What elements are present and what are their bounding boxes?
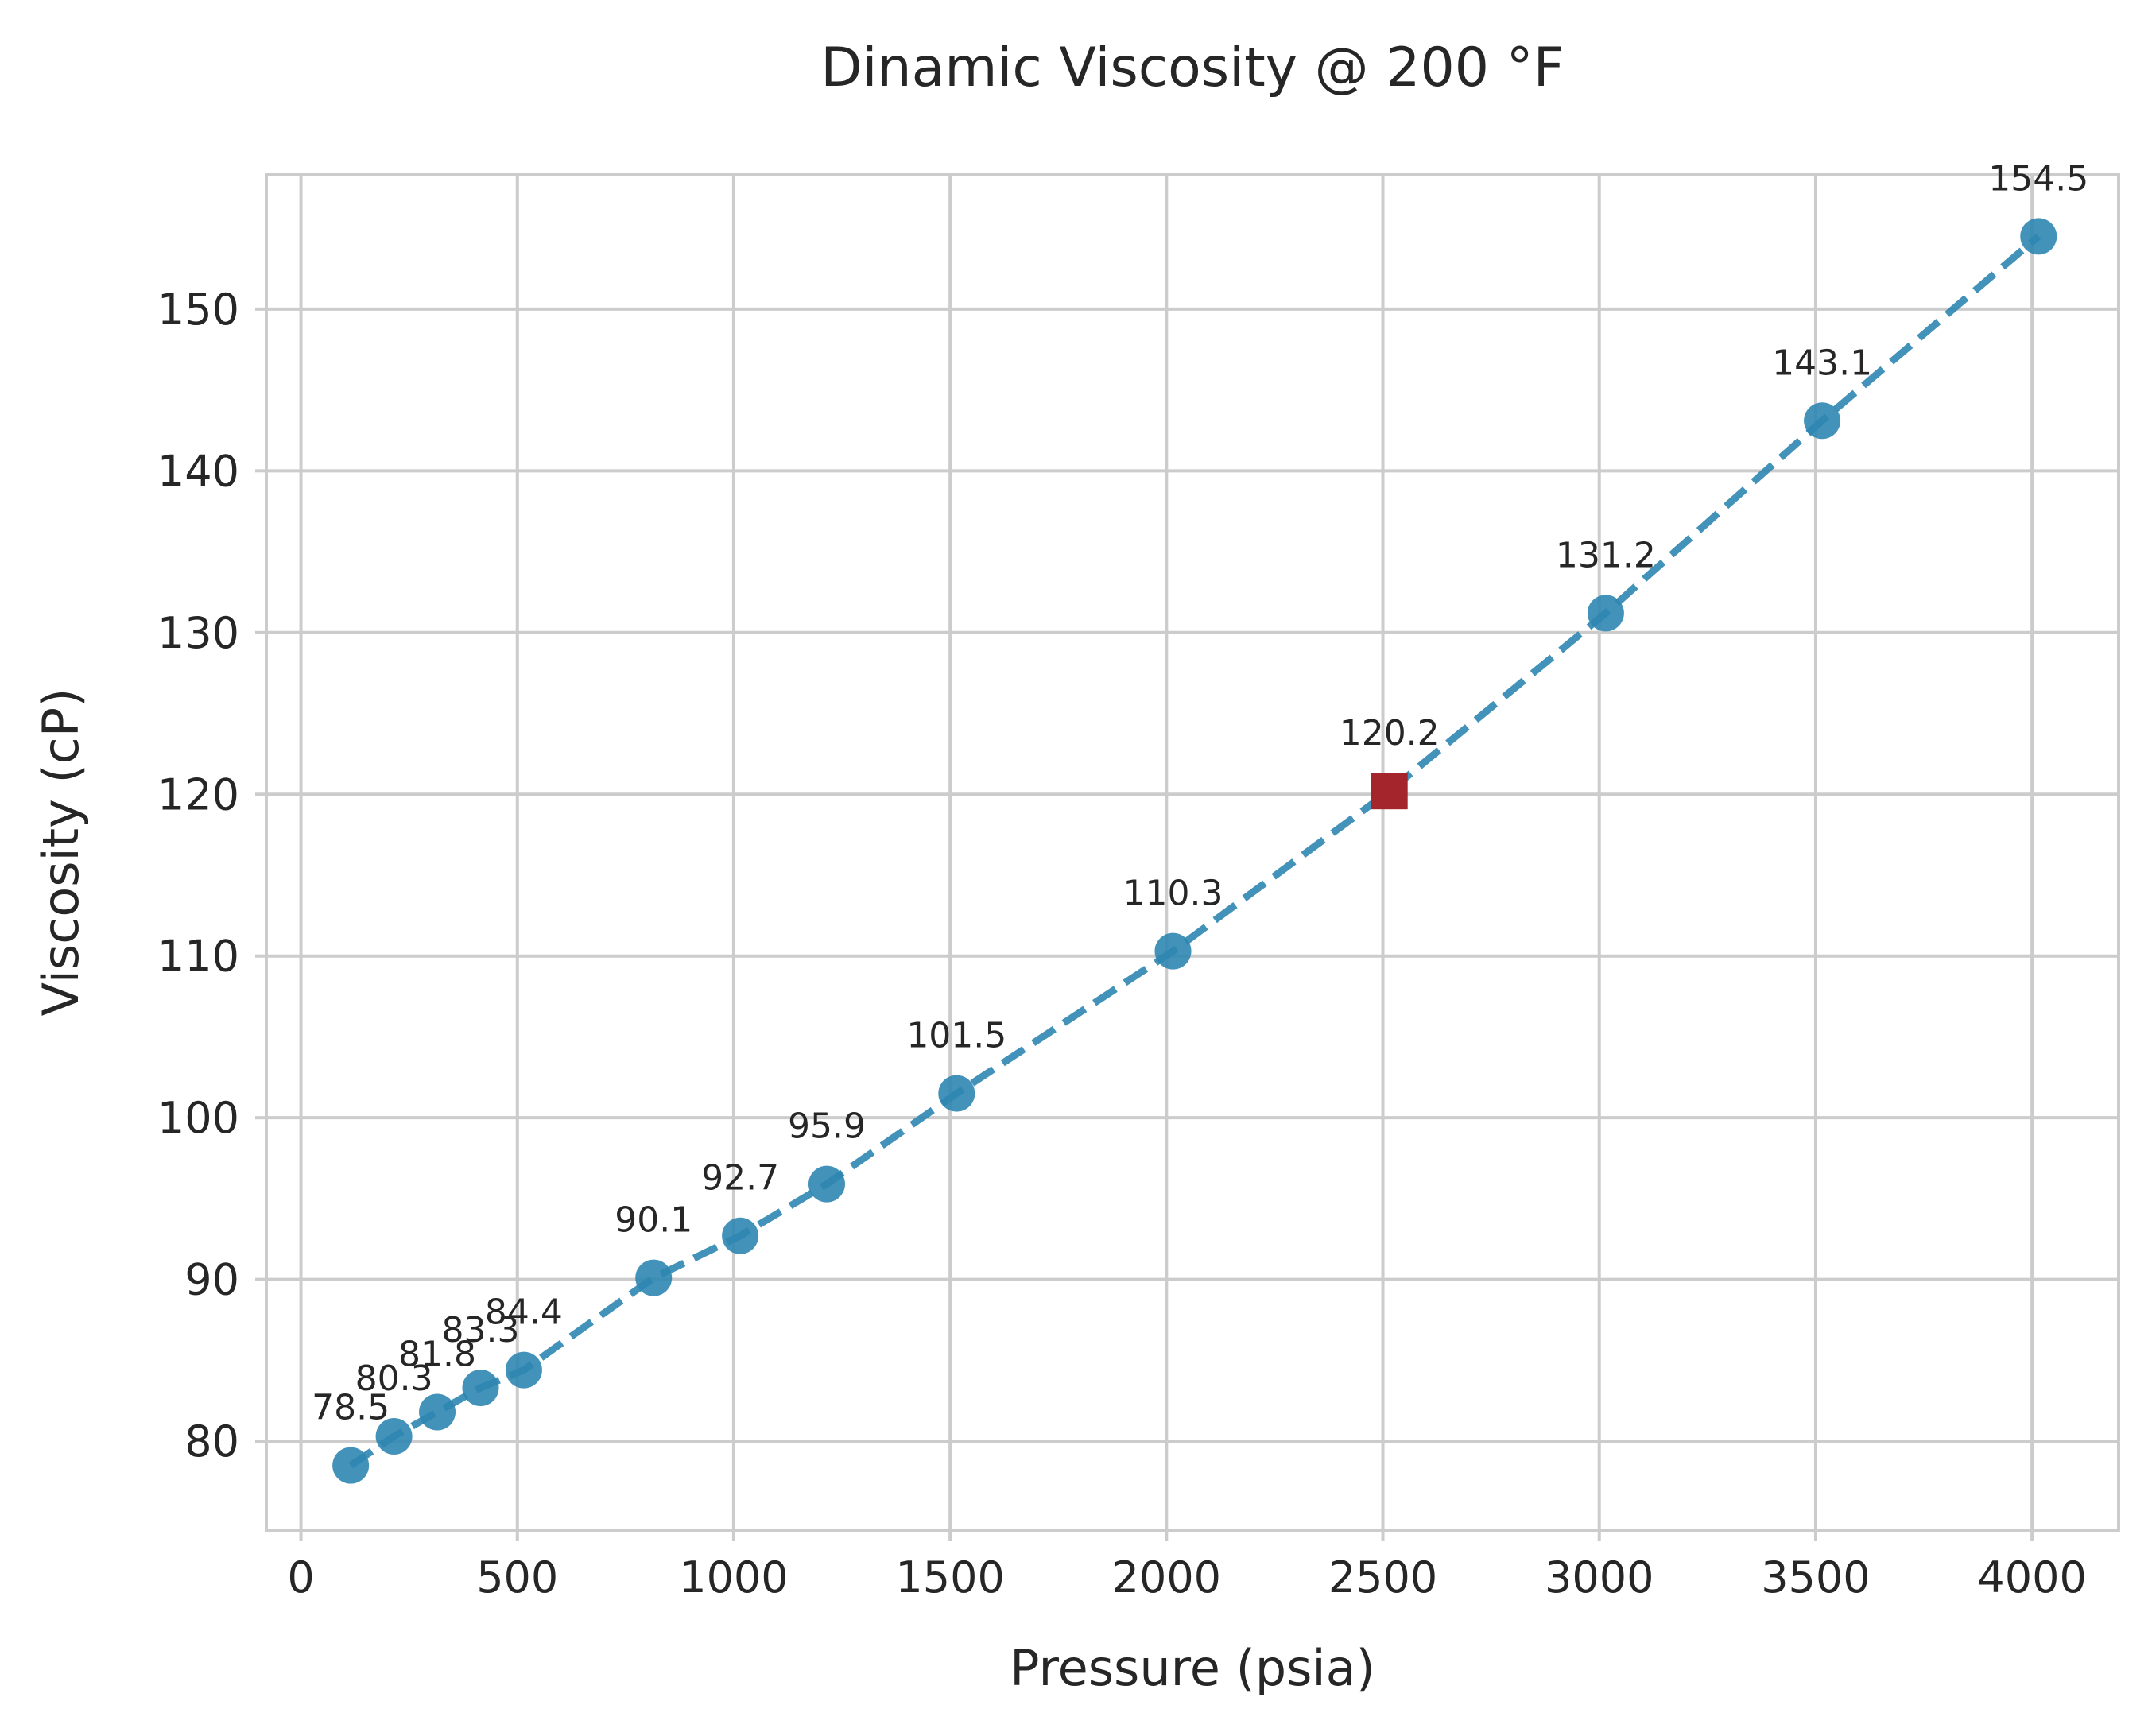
- y-tick-label: 120: [157, 769, 239, 820]
- data-point: [419, 1393, 456, 1431]
- grid: [255, 175, 2119, 1541]
- highlight-point: [1371, 773, 1408, 810]
- x-axis-label: Pressure (psia): [1010, 1639, 1375, 1697]
- x-tick-label: 500: [476, 1552, 558, 1602]
- data-point: [505, 1351, 542, 1389]
- data-point: [1804, 402, 1841, 440]
- data-label: 81.8: [398, 1334, 476, 1374]
- data-point: [375, 1417, 413, 1455]
- x-tick-label: 0: [287, 1552, 314, 1602]
- data-point: [722, 1217, 759, 1254]
- plot-frame: [265, 173, 2120, 1532]
- data-label: 92.7: [701, 1158, 779, 1199]
- y-tick-label: 100: [157, 1093, 239, 1143]
- y-axis-label: Viscosity (cP): [32, 688, 90, 1017]
- data-point: [1154, 932, 1192, 970]
- chart-title: Dinamic Viscosity @ 200 °F: [820, 37, 1564, 99]
- x-tick-label: 3000: [1545, 1552, 1654, 1602]
- data-labels: 78.580.381.883.384.4 90.192.795.9 101.5 110…: [312, 158, 2088, 1428]
- x-tick-label: 1500: [895, 1552, 1004, 1602]
- data-label: 120.2: [1340, 713, 1440, 754]
- data-label: 110.3: [1123, 874, 1223, 914]
- data-label: 84.4: [485, 1292, 563, 1333]
- x-tick-label: 4000: [1977, 1552, 2086, 1602]
- data-label: 78.5: [312, 1388, 390, 1428]
- series: [332, 218, 2057, 1484]
- y-tick-label: 150: [157, 285, 239, 335]
- y-tick-label: 90: [184, 1255, 239, 1305]
- data-label: 80.3: [355, 1358, 433, 1399]
- x-tick-label: 2500: [1328, 1552, 1437, 1602]
- data-label: 83.3: [441, 1310, 519, 1350]
- x-tick-label: 2000: [1112, 1552, 1221, 1602]
- data-label: 154.5: [1988, 158, 2088, 199]
- data-point: [2020, 218, 2057, 255]
- data-label: 143.1: [1772, 343, 1872, 383]
- x-tick-label: 1000: [679, 1552, 788, 1602]
- y-tick-label: 110: [157, 932, 239, 982]
- data-label: 131.2: [1556, 535, 1656, 575]
- tick-labels: 0 500 1000 1500 2000 2500 3000 3500 4000 80 90 100 1…: [157, 285, 2087, 1602]
- y-tick-label: 140: [157, 446, 239, 496]
- data-point: [332, 1447, 370, 1484]
- data-point: [462, 1369, 499, 1406]
- data-label: 90.1: [615, 1200, 692, 1241]
- data-label: 101.5: [906, 1016, 1006, 1056]
- data-point: [1587, 595, 1624, 632]
- data-point: [808, 1165, 845, 1203]
- x-tick-label: 3500: [1761, 1552, 1870, 1602]
- data-label: 95.9: [788, 1106, 866, 1147]
- series-line: [348, 233, 2041, 1469]
- data-point: [635, 1259, 673, 1296]
- data-point: [938, 1075, 975, 1112]
- y-tick-label: 80: [184, 1416, 239, 1467]
- y-tick-label: 130: [157, 608, 239, 658]
